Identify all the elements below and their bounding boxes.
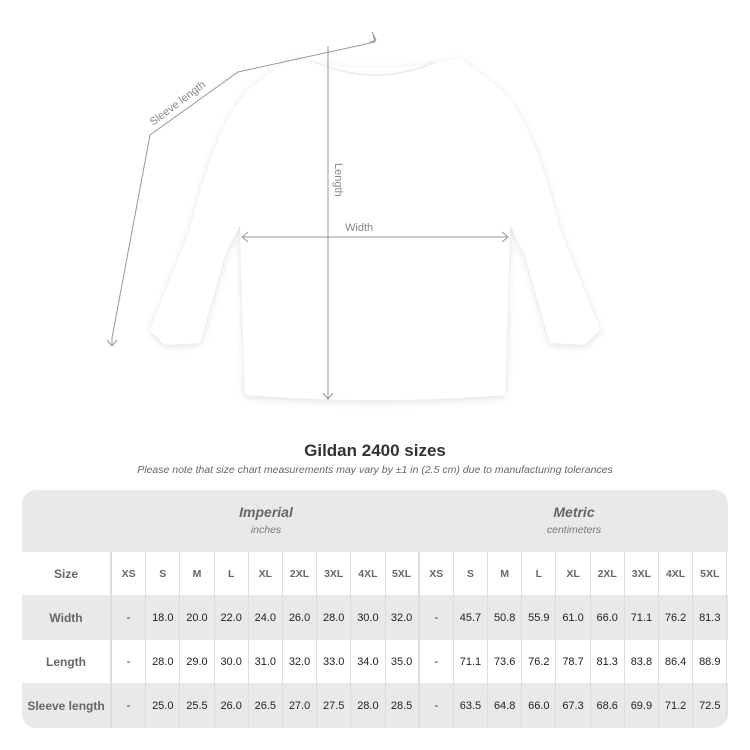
tolerance-note: Please note that size chart measurements… — [137, 464, 613, 476]
imperial-cell: 22.0 — [215, 595, 249, 640]
metric-cell: 55.9 — [522, 595, 557, 640]
imperial-cell: 26.0 — [283, 595, 318, 640]
metric-cell: 86.4 — [659, 640, 694, 683]
metric-cell: 76.2 — [522, 640, 557, 683]
imperial-cell: 28.0 — [317, 595, 352, 640]
metric-cell: 73.6 — [488, 640, 523, 683]
imperial-cell: 31.0 — [249, 640, 283, 683]
imperial-cell: - — [112, 640, 147, 683]
imperial-cell: 24.0 — [249, 595, 283, 640]
metric-cell: 78.7 — [556, 640, 591, 683]
imperial-cell: 33.0 — [317, 640, 352, 683]
metric-cell: 61.0 — [556, 595, 591, 640]
metric-unit: centimeters — [546, 524, 602, 536]
imperial-cell: 20.0 — [180, 595, 215, 640]
metric-cell: 66.0 — [591, 595, 625, 640]
imperial-cell: 27.0 — [283, 683, 318, 728]
metric-cell: 71.2 — [659, 683, 694, 728]
metric-cell: 81.3 — [693, 595, 728, 640]
imperial-cell: 28.5 — [386, 683, 420, 728]
size-header-cell: 5XL — [386, 552, 420, 595]
metric-cell: 76.2 — [659, 595, 694, 640]
imperial-cell: 30.0 — [351, 595, 386, 640]
imperial-cell: 29.0 — [180, 640, 215, 683]
metric-cell: 66.0 — [522, 683, 557, 728]
size-header-row: Size XS S M L XL 2XL 3XL 4XL 5XL XS S M L XL 2XL 3XL 4XL 5… — [22, 552, 728, 595]
shirt-shape — [150, 58, 600, 400]
size-header-cell: S — [146, 552, 181, 595]
length-label: Length — [332, 163, 344, 197]
metric-cell: 64.8 — [488, 683, 523, 728]
size-header-cell: XL — [556, 552, 591, 595]
size-header-cell: M — [180, 552, 215, 595]
table-row: Length -28.0 29.0 30.0 31.0 32.0 33.0 34.0 35.0-… — [22, 640, 728, 683]
size-header-cell: XS — [420, 552, 454, 595]
shirt-diagram: Sleeve length Length Width — [106, 31, 600, 400]
metric-cell: 45.7 — [454, 595, 489, 640]
size-header-cell: M — [488, 552, 523, 595]
metric-cell: 69.9 — [625, 683, 659, 728]
imperial-cell: 26.5 — [249, 683, 283, 728]
size-header-cell: L — [522, 552, 557, 595]
metric-heading: Metric — [553, 504, 595, 520]
imperial-cell: 28.0 — [351, 683, 386, 728]
metric-cell: 63.5 — [454, 683, 489, 728]
size-header-cell: 3XL — [317, 552, 352, 595]
imperial-cell: - — [112, 595, 147, 640]
imperial-cell: 30.0 — [215, 640, 249, 683]
size-header-cell: 2XL — [591, 552, 625, 595]
width-label: Width — [345, 222, 373, 234]
metric-cell: 50.8 — [488, 595, 523, 640]
size-header-cell: 5XL — [693, 552, 728, 595]
imperial-cell: 35.0 — [386, 640, 420, 683]
size-header-cell: 2XL — [283, 552, 318, 595]
size-header-cell: 4XL — [351, 552, 386, 595]
imperial-cell: - — [112, 683, 147, 728]
row-label: Length — [22, 640, 112, 683]
imperial-cell: 18.0 — [146, 595, 181, 640]
table-row: Width -18.0 20.0 22.0 24.0 26.0 28.0 30.0 32.0-4… — [22, 595, 728, 640]
metric-cell: 71.1 — [454, 640, 489, 683]
row-label: Width — [22, 595, 112, 640]
table-row: Sleeve length -25.0 25.5 26.0 26.5 27.0 27.5 28… — [22, 683, 728, 728]
metric-cell: - — [420, 595, 454, 640]
metric-cell: 72.5 — [693, 683, 728, 728]
imperial-cell: 26.0 — [215, 683, 249, 728]
metric-cell: - — [420, 683, 454, 728]
metric-cell: 68.6 — [591, 683, 625, 728]
row-label: Sleeve length — [22, 683, 112, 728]
imperial-unit: inches — [250, 524, 282, 536]
size-header-cell: 4XL — [659, 552, 694, 595]
row-label: Size — [22, 552, 112, 595]
imperial-cell: 28.0 — [146, 640, 181, 683]
metric-cell: 88.9 — [693, 640, 728, 683]
imperial-cell: 25.5 — [180, 683, 215, 728]
imperial-cell: 32.0 — [386, 595, 420, 640]
metric-header: Metric centimeters — [420, 490, 728, 552]
imperial-cell: 34.0 — [351, 640, 386, 683]
metric-cell: 83.8 — [625, 640, 659, 683]
size-header-cell: L — [215, 552, 249, 595]
sleeve-length-label: Sleeve length — [148, 79, 208, 129]
metric-cell: 71.1 — [625, 595, 659, 640]
imperial-cell: 25.0 — [146, 683, 181, 728]
metric-cell: - — [420, 640, 454, 683]
imperial-heading: Imperial — [239, 504, 293, 520]
size-header-cell: XS — [112, 552, 147, 595]
size-header-cell: XL — [249, 552, 283, 595]
size-header-cell: S — [454, 552, 489, 595]
metric-cell: 67.3 — [556, 683, 591, 728]
metric-cell: 81.3 — [591, 640, 625, 683]
imperial-cell: 32.0 — [283, 640, 318, 683]
size-header-cell: 3XL — [625, 552, 659, 595]
chart-title: Gildan 2400 sizes — [304, 441, 446, 460]
imperial-header: Imperial inches — [112, 490, 420, 552]
imperial-cell: 27.5 — [317, 683, 352, 728]
size-table: Imperial inches Metric centimeters Size X… — [22, 490, 728, 728]
